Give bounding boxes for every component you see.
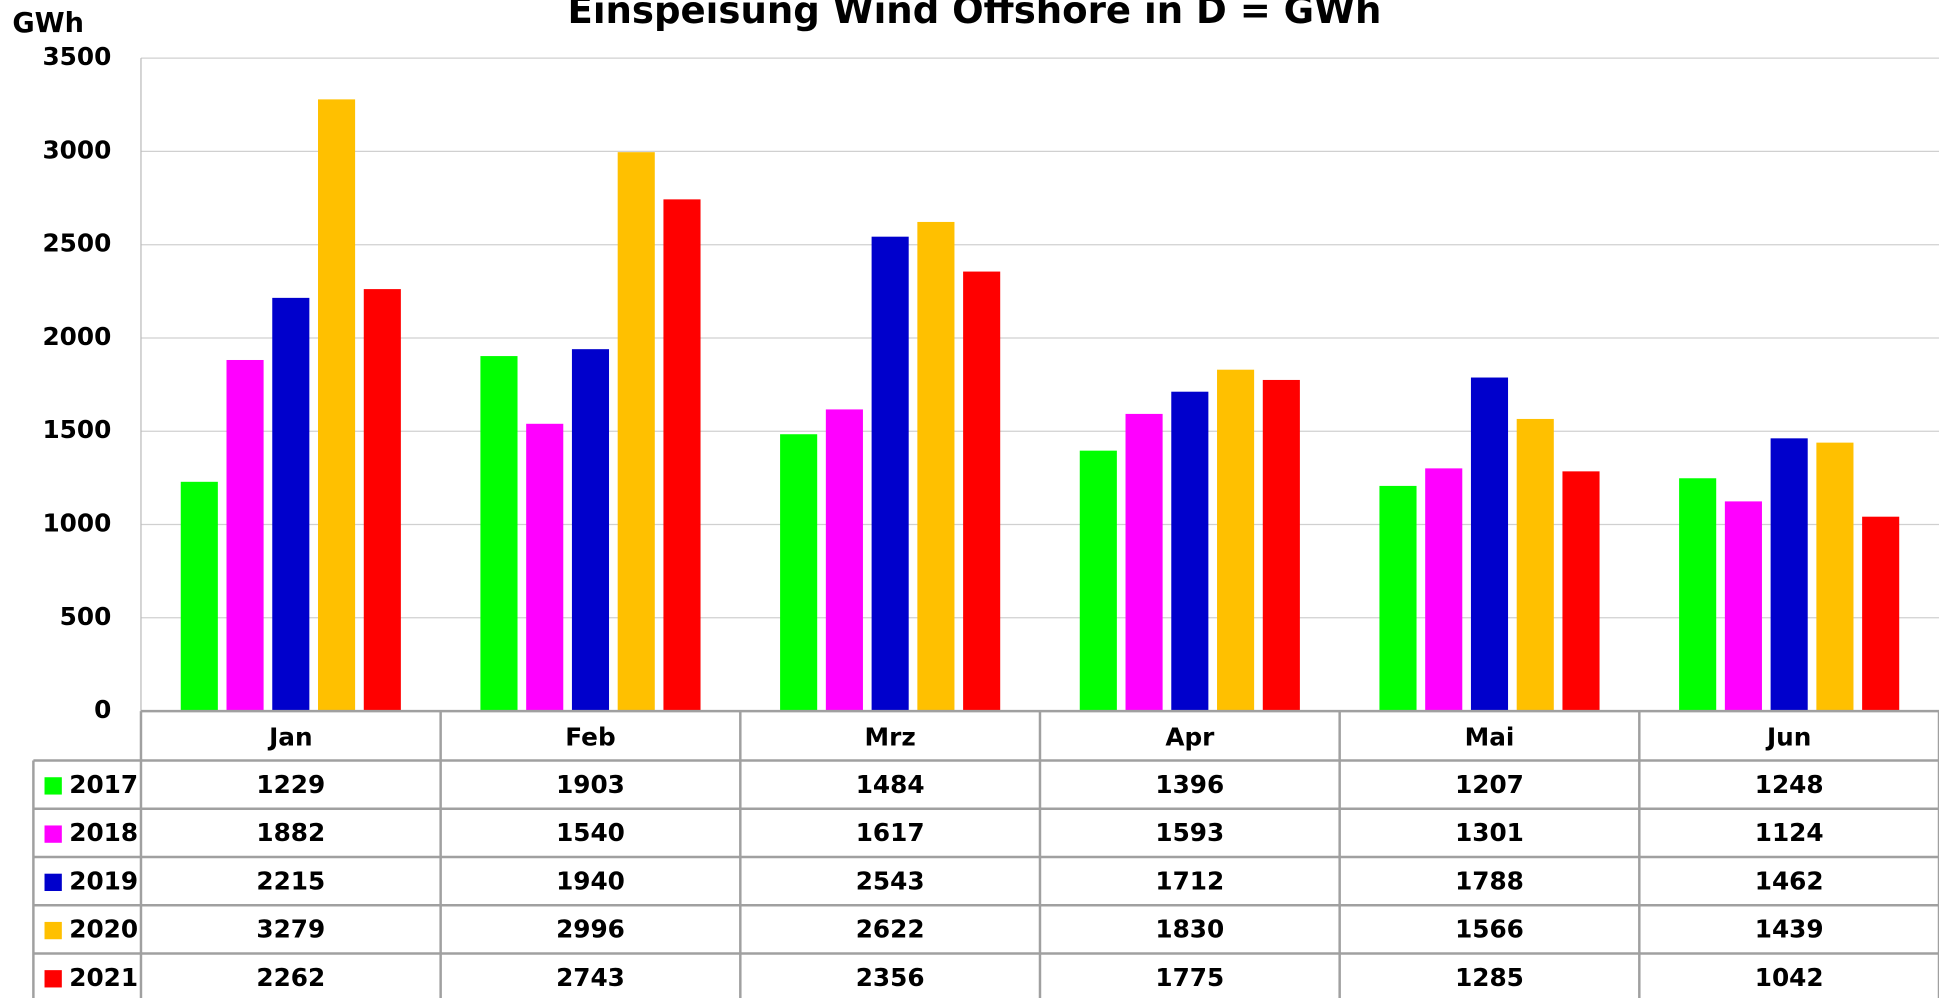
y-tick-label: 3500 bbox=[42, 42, 111, 71]
bar bbox=[1217, 369, 1255, 712]
table-value: 1396 bbox=[1155, 770, 1224, 799]
y-tick-label: 1500 bbox=[42, 415, 111, 444]
legend-swatch bbox=[44, 777, 62, 795]
table-value: 1207 bbox=[1455, 770, 1524, 799]
chart-title: Einspeisung Wind Offshore in D = GWh bbox=[567, 0, 1381, 32]
table-value: 1462 bbox=[1755, 866, 1824, 895]
bar bbox=[1079, 450, 1117, 712]
bar bbox=[917, 221, 955, 712]
table-value: 1229 bbox=[256, 770, 325, 799]
legend-label: 2020 bbox=[69, 915, 138, 944]
legend-label: 2021 bbox=[69, 963, 138, 992]
bar bbox=[480, 356, 518, 712]
table-value: 1903 bbox=[556, 770, 625, 799]
y-tick-label: 1000 bbox=[42, 509, 111, 538]
bar bbox=[1562, 471, 1600, 712]
bar bbox=[1724, 501, 1762, 712]
bar bbox=[272, 297, 310, 712]
table-value: 1301 bbox=[1455, 818, 1524, 847]
y-axis-label: GWh bbox=[12, 8, 84, 39]
table-value: 1439 bbox=[1755, 915, 1824, 944]
bar bbox=[663, 199, 701, 712]
x-tick-label: Apr bbox=[1165, 722, 1215, 751]
bar bbox=[780, 434, 818, 712]
legend-swatch bbox=[44, 873, 62, 892]
legend-label: 2017 bbox=[69, 770, 138, 799]
bar bbox=[1470, 377, 1509, 712]
x-tick-label: Feb bbox=[565, 722, 615, 751]
legend-label: 2018 bbox=[69, 818, 138, 847]
bar bbox=[526, 423, 564, 712]
table-value: 2996 bbox=[556, 915, 625, 944]
table-value: 1042 bbox=[1755, 963, 1824, 992]
y-tick-label: 3000 bbox=[42, 135, 111, 164]
bar bbox=[1862, 516, 1900, 712]
table-value: 1484 bbox=[856, 770, 925, 799]
bar bbox=[871, 236, 909, 712]
table-value: 2543 bbox=[856, 866, 925, 895]
table-value: 2356 bbox=[856, 963, 925, 992]
table-value: 1566 bbox=[1455, 915, 1524, 944]
y-tick-label: 500 bbox=[60, 602, 112, 631]
bar bbox=[363, 289, 401, 712]
table-value: 1830 bbox=[1155, 915, 1224, 944]
table-value: 1540 bbox=[556, 818, 625, 847]
table-value: 2743 bbox=[556, 963, 625, 992]
legend-swatch bbox=[44, 970, 62, 988]
table-value: 2262 bbox=[256, 963, 325, 992]
legend-label: 2019 bbox=[69, 866, 138, 895]
bar bbox=[318, 99, 356, 712]
bar bbox=[180, 481, 218, 712]
table-value: 2215 bbox=[256, 866, 325, 895]
table-value: 3279 bbox=[256, 915, 325, 944]
y-tick-label: 0 bbox=[94, 695, 111, 724]
bar bbox=[226, 359, 264, 712]
bar bbox=[571, 349, 610, 712]
legend-swatch bbox=[44, 921, 62, 940]
bar bbox=[1379, 485, 1417, 712]
table-value: 2622 bbox=[856, 915, 925, 944]
table-value: 1712 bbox=[1155, 866, 1224, 895]
legend-swatch bbox=[44, 825, 62, 843]
x-tick-label: Jan bbox=[267, 722, 312, 751]
bar bbox=[1171, 391, 1209, 712]
bar bbox=[963, 271, 1001, 712]
bar bbox=[1262, 379, 1300, 712]
bar bbox=[617, 152, 655, 712]
bar bbox=[1425, 468, 1463, 712]
table-value: 1593 bbox=[1155, 818, 1224, 847]
x-tick-label: Mai bbox=[1465, 722, 1515, 751]
table-value: 1124 bbox=[1755, 818, 1824, 847]
bar bbox=[1679, 478, 1717, 712]
bar bbox=[1125, 413, 1163, 712]
x-tick-label: Mrz bbox=[865, 722, 916, 751]
y-tick-label: 2500 bbox=[42, 229, 111, 258]
table-value: 1248 bbox=[1755, 770, 1824, 799]
y-tick-label: 2000 bbox=[42, 322, 111, 351]
bar bbox=[1816, 442, 1854, 712]
table-value: 1940 bbox=[556, 866, 625, 895]
table-value: 1788 bbox=[1455, 866, 1524, 895]
bar bbox=[1516, 418, 1554, 712]
table-value: 1775 bbox=[1155, 963, 1224, 992]
bar bbox=[1770, 438, 1808, 712]
table-value: 1285 bbox=[1455, 963, 1524, 992]
x-tick-label: Jun bbox=[1765, 722, 1811, 751]
table-value: 1617 bbox=[856, 818, 925, 847]
bar bbox=[825, 409, 863, 712]
table-value: 1882 bbox=[256, 818, 325, 847]
